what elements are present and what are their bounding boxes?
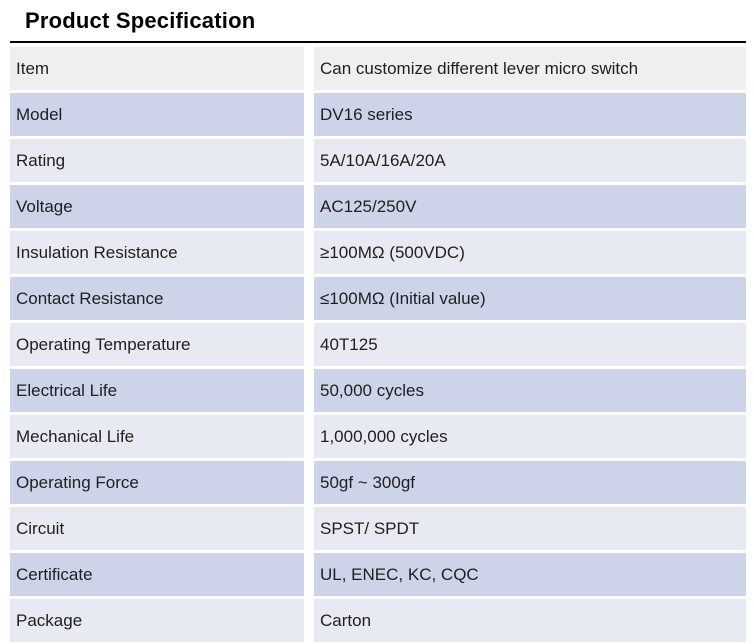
spec-label: Electrical Life (10, 369, 304, 412)
spec-label: Contact Resistance (10, 277, 304, 320)
spec-value: 1,000,000 cycles (314, 415, 746, 458)
spec-row-model: Model DV16 series (10, 93, 746, 136)
spec-row-rating: Rating 5A/10A/16A/20A (10, 139, 746, 182)
spec-label: Operating Temperature (10, 323, 304, 366)
spec-row-contact-resistance: Contact Resistance ≤100MΩ (Initial value… (10, 277, 746, 320)
spec-row-electrical-life: Electrical Life 50,000 cycles (10, 369, 746, 412)
spec-label: Operating Force (10, 461, 304, 504)
spec-label: Mechanical Life (10, 415, 304, 458)
spec-value: ≥100MΩ (500VDC) (314, 231, 746, 274)
spec-row-circuit: Circuit SPST/ SPDT (10, 507, 746, 550)
spec-value: 50,000 cycles (314, 369, 746, 412)
spec-row-insulation-resistance: Insulation Resistance ≥100MΩ (500VDC) (10, 231, 746, 274)
spec-label: Item (10, 47, 304, 90)
spec-label: Model (10, 93, 304, 136)
spec-table: Item Can customize different lever micro… (10, 47, 746, 642)
spec-value: 5A/10A/16A/20A (314, 139, 746, 182)
spec-label: Rating (10, 139, 304, 182)
spec-label: Voltage (10, 185, 304, 228)
page-title: Product Specification (25, 8, 256, 33)
spec-row-operating-temperature: Operating Temperature 40T125 (10, 323, 746, 366)
spec-label: Certificate (10, 553, 304, 596)
spec-label: Insulation Resistance (10, 231, 304, 274)
spec-label: Circuit (10, 507, 304, 550)
spec-row-package: Package Carton (10, 599, 746, 642)
spec-value: ≤100MΩ (Initial value) (314, 277, 746, 320)
spec-value: Can customize different lever micro swit… (314, 47, 746, 90)
spec-row-item: Item Can customize different lever micro… (10, 47, 746, 90)
spec-row-voltage: Voltage AC125/250V (10, 185, 746, 228)
title-divider (10, 41, 746, 43)
spec-row-operating-force: Operating Force 50gf ~ 300gf (10, 461, 746, 504)
spec-row-certificate: Certificate UL, ENEC, KC, CQC (10, 553, 746, 596)
spec-value: Carton (314, 599, 746, 642)
spec-value: 40T125 (314, 323, 746, 366)
spec-value: UL, ENEC, KC, CQC (314, 553, 746, 596)
spec-row-mechanical-life: Mechanical Life 1,000,000 cycles (10, 415, 746, 458)
spec-value: SPST/ SPDT (314, 507, 746, 550)
spec-value: DV16 series (314, 93, 746, 136)
spec-label: Package (10, 599, 304, 642)
spec-value: AC125/250V (314, 185, 746, 228)
spec-value: 50gf ~ 300gf (314, 461, 746, 504)
